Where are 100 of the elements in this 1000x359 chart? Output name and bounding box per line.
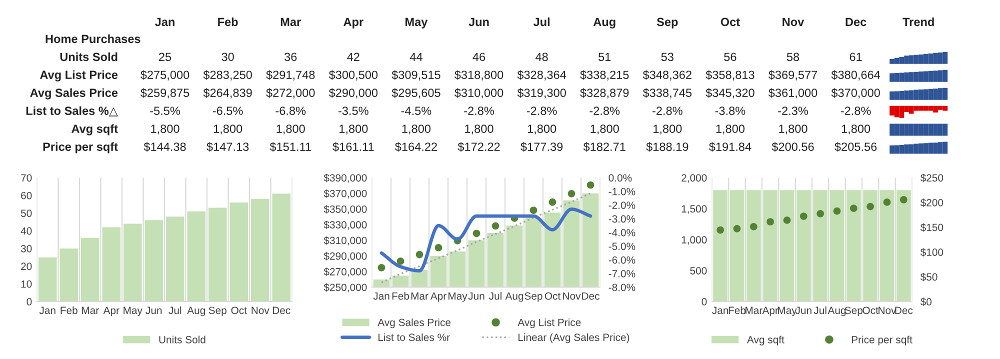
- x-tick-label: Mar: [746, 306, 762, 314]
- y-tick-label: $350,000: [324, 205, 367, 214]
- data-label: $188.19: [646, 142, 688, 152]
- point: [568, 190, 576, 198]
- data-label: $182.71: [583, 142, 626, 152]
- data-label: $345,320: [706, 88, 754, 98]
- category-label: Sep: [656, 18, 678, 28]
- y2-tick-label: -2.0%: [608, 202, 636, 209]
- text: Avg List Price: [40, 70, 118, 82]
- point: [766, 218, 774, 226]
- line-series: [380, 192, 592, 284]
- y-tick-label: 60: [21, 192, 32, 200]
- y2-tick-label: -3.0%: [608, 215, 636, 223]
- data-label: $161.11: [332, 142, 374, 152]
- x-tick-label: Dec: [272, 306, 290, 314]
- data-label: 42: [347, 52, 360, 61]
- y-tick-label: $310,000: [324, 236, 367, 246]
- data-label: $191.84: [708, 142, 752, 152]
- point: [733, 224, 741, 232]
- data-label: 58: [786, 52, 800, 62]
- data-label: 1,800: [465, 124, 494, 134]
- x-tick-label: Jun: [146, 306, 162, 314]
- bar: [102, 227, 121, 302]
- point: [434, 244, 442, 252]
- data-label: 1,800: [151, 124, 180, 134]
- data-label: $275,000: [140, 70, 190, 80]
- data-label: $172.22: [458, 142, 500, 152]
- x-tick-label: May: [124, 306, 142, 316]
- data-label: -2.8%: [652, 106, 682, 115]
- x-tick-label: Feb: [60, 306, 78, 314]
- data-label: 46: [472, 52, 486, 62]
- y2-tick-label: -7.0%: [608, 270, 636, 278]
- data-label: $310,000: [454, 88, 504, 98]
- data-label: $144.38: [144, 142, 186, 152]
- x-tick-label: Apr: [762, 306, 778, 316]
- data-label: $147.13: [206, 142, 249, 152]
- bar: [60, 248, 78, 302]
- legend-label: Avg List Price: [518, 318, 581, 328]
- x-tick-label: Mar: [411, 292, 428, 300]
- point: [750, 223, 758, 230]
- data-label: $348,362: [642, 70, 692, 80]
- data-label: $264,839: [203, 88, 252, 98]
- data-label: $177.39: [520, 142, 563, 152]
- point: [800, 212, 808, 220]
- point: [472, 230, 480, 238]
- category-label: Jan: [155, 18, 174, 26]
- data-label: 1,800: [214, 124, 242, 134]
- data-label: $318,800: [454, 70, 504, 80]
- bar: [166, 216, 184, 302]
- data-label: 25: [159, 52, 172, 62]
- data-label: $200.56: [772, 142, 814, 152]
- bar: [208, 208, 227, 302]
- x-tick-label: Nov: [563, 292, 581, 300]
- data-label: 1,800: [402, 124, 431, 134]
- data-label: -3.5%: [338, 106, 368, 115]
- y-tick-label: $370,000: [324, 189, 367, 198]
- category-label: Apr: [344, 18, 364, 28]
- point: [530, 206, 538, 214]
- y-tick-label: 40: [20, 227, 32, 235]
- data-label: -2.8%: [590, 106, 620, 115]
- text: Price per sqft: [43, 142, 118, 154]
- legend-label: Price per sqft: [852, 336, 912, 346]
- data-label: $300,500: [328, 70, 378, 80]
- x-tick-label: Aug: [187, 306, 205, 316]
- data-label: 44: [410, 52, 422, 61]
- data-label: 1,800: [779, 124, 808, 134]
- x-tick-label: Oct: [862, 306, 878, 314]
- point: [883, 198, 891, 206]
- x-tick-label: Apr: [103, 306, 120, 316]
- data-label: $369,577: [768, 70, 818, 80]
- point: [416, 250, 424, 258]
- y2-tick-label: -6.0%: [608, 256, 636, 264]
- y2-tick-label: $100: [920, 248, 944, 257]
- data-label: -4.5%: [401, 106, 432, 115]
- data-label: $328,364: [517, 70, 566, 80]
- x-tick-label: May: [448, 292, 468, 302]
- data-label: -2.8%: [526, 106, 557, 115]
- y2-tick-label: $150: [920, 223, 944, 232]
- category-label: Aug: [593, 18, 616, 28]
- data-label: $205.56: [834, 142, 877, 152]
- point: [850, 204, 858, 212]
- data-label: -2.8%: [840, 106, 871, 115]
- bar: [38, 257, 57, 302]
- x-tick-label: Oct: [231, 306, 247, 314]
- point: [396, 258, 404, 265]
- category-label: Jun: [468, 18, 489, 26]
- point: [378, 264, 386, 272]
- y2-tick-label: -5.0%: [608, 242, 636, 250]
- category-label: Dec: [846, 18, 866, 26]
- x-tick-label: Jun: [795, 306, 812, 314]
- data-label: $361,000: [768, 88, 818, 98]
- x-tick-label: Feb: [728, 306, 746, 314]
- y-tick-label: 70: [21, 174, 32, 182]
- y-tick-label: 500: [690, 267, 707, 274]
- data-label: -6.8%: [276, 106, 306, 115]
- text: Units Sold: [60, 52, 118, 62]
- data-label: $309,515: [392, 70, 440, 80]
- data-label: -2.8%: [464, 106, 494, 115]
- bar: [230, 202, 248, 302]
- x-tick-label: Nov: [252, 306, 270, 314]
